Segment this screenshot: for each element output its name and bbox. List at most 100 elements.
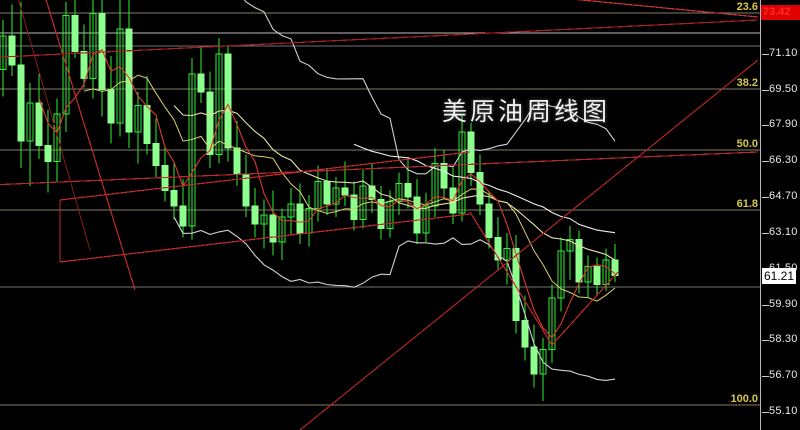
candle-body-filled [521, 319, 529, 348]
candle-body-filled [530, 346, 538, 375]
fibonacci-level-label: 50.0 [736, 138, 758, 150]
ma-secondary-line [83, 74, 616, 302]
axis-tick-label: 71.10 [769, 46, 798, 59]
axis-tick [762, 304, 769, 306]
candle-body-filled [485, 203, 493, 238]
candle-body-filled [323, 180, 331, 205]
candle-body-filled [80, 51, 88, 79]
candle-body-hollow [188, 73, 196, 227]
current-price-badge: 61.21 [762, 268, 797, 285]
axis-tick-label: 64.70 [769, 190, 798, 203]
trendline-ascending-mid [0, 151, 759, 186]
candle-body-hollow [566, 239, 574, 252]
axis-tick [762, 161, 769, 163]
fibonacci-level-label: 23.6 [736, 1, 758, 13]
candle-body-filled [476, 171, 484, 205]
candle-body-filled [107, 89, 115, 124]
trendline-recent-up [551, 271, 619, 346]
trendline-descending-upper [575, 0, 759, 18]
candle-body-filled [494, 236, 502, 261]
candle-body-filled [269, 214, 277, 243]
chart-title: 美原油周线图 [442, 98, 611, 126]
candle-body-filled [350, 194, 358, 220]
candle-body-filled [242, 174, 250, 207]
candle-body-filled [8, 35, 16, 66]
fibonacci-level-label: 61.8 [736, 198, 758, 210]
candle-body-hollow [0, 35, 7, 70]
candle-body-filled [17, 64, 25, 142]
trendline-recent-down [469, 211, 553, 346]
candle-body-hollow [26, 102, 34, 142]
candle-body-filled [143, 104, 151, 144]
fibonacci-level-label: 38.2 [736, 77, 758, 89]
axis-tick-label: 58.30 [769, 333, 798, 346]
candle-body-filled [377, 198, 385, 229]
candle-body-hollow [260, 214, 268, 225]
candle-body-hollow [53, 113, 61, 162]
candle-body-filled [44, 145, 52, 162]
candle-body-filled [197, 73, 205, 93]
ma-long-line [353, 143, 616, 234]
candle-body-hollow [557, 250, 565, 299]
price-axis[interactable]: 72.7071.1069.5067.9066.3064.7063.1061.50… [760, 0, 800, 430]
candle-body-hollow [458, 131, 466, 214]
axis-tick [762, 376, 769, 378]
candle-body-filled [404, 183, 412, 198]
candle-body-filled [341, 187, 349, 196]
candle-body-filled [440, 162, 448, 189]
candle-body-filled [224, 53, 232, 149]
candle-body-filled [296, 203, 304, 234]
candle-body-filled [152, 142, 160, 167]
axis-tick-label: 59.90 [769, 297, 798, 310]
candle-body-hollow [89, 12, 97, 79]
ma-short-line [38, 48, 616, 339]
axis-tick-label: 66.30 [769, 154, 798, 167]
axis-tick-label: 67.90 [769, 118, 798, 131]
trendline-steep-descending [45, 0, 136, 291]
candle-body-filled [206, 91, 214, 156]
candle-body-hollow [539, 348, 547, 375]
chart-canvas [0, 0, 760, 430]
axis-tick [762, 232, 769, 234]
candle-body-filled [233, 147, 241, 176]
channel-lower-line [59, 213, 471, 263]
candle-body-hollow [287, 203, 295, 218]
candle-body-filled [179, 205, 187, 227]
bollinger-upper-band [243, 0, 616, 175]
candle-body-hollow [332, 187, 340, 205]
price-plot-area[interactable] [0, 0, 760, 430]
axis-tick [762, 125, 769, 127]
candle-body-filled [368, 185, 376, 200]
ma-mid-line [173, 105, 616, 261]
candle-body-hollow [278, 216, 286, 243]
axis-tick [762, 340, 769, 342]
axis-tick-label: 55.10 [769, 405, 798, 418]
candle-body-hollow [134, 104, 142, 133]
candle-body-filled [512, 248, 520, 321]
candle-body-filled [71, 15, 79, 53]
axis-tick [762, 197, 769, 199]
candle-body-hollow [215, 53, 223, 156]
candle-body-filled [170, 189, 178, 207]
candle-body-filled [413, 196, 421, 234]
candle-body-hollow [431, 162, 439, 207]
candle-body-hollow [503, 248, 511, 261]
fibonacci-level-label: 100.0 [730, 393, 758, 405]
candle-body-hollow [62, 15, 70, 115]
candle-body-filled [35, 102, 43, 147]
axis-tick-label: 61.50 [769, 262, 798, 274]
trendline-steep-secondary [18, 0, 91, 251]
bollinger-lower-band [173, 216, 616, 381]
candle-body-filled [251, 205, 259, 225]
top-price-badge: 73.42 [761, 5, 800, 20]
axis-tick [762, 53, 769, 55]
candle-body-filled [575, 239, 583, 283]
candle-body-hollow [548, 297, 556, 350]
axis-vertical-line [760, 0, 761, 430]
trendline-descending-lower [0, 19, 759, 58]
candle-body-hollow [116, 28, 124, 124]
candle-body-hollow [584, 266, 592, 283]
axis-tick [762, 412, 769, 414]
axis-tick-label: 63.10 [769, 225, 798, 238]
